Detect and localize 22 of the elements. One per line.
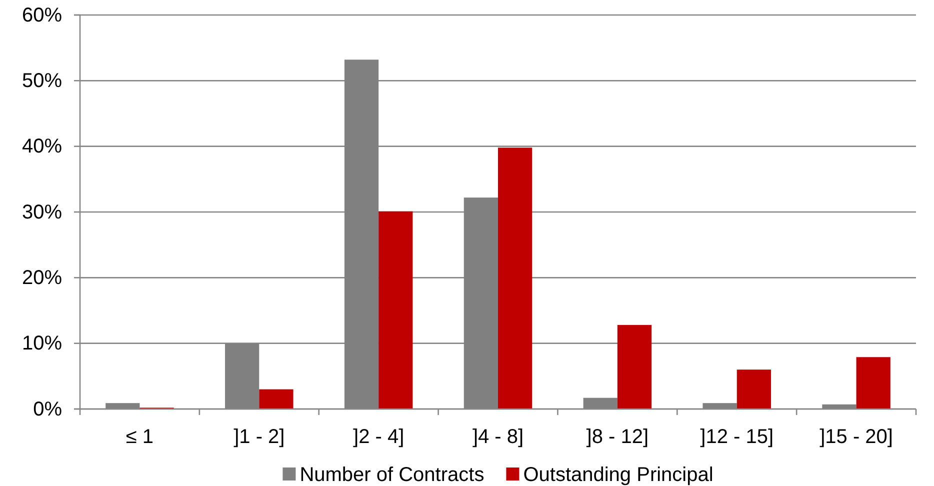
x-tick-label: ]2 - 4] [353, 426, 404, 448]
y-tick-label: 10% [22, 332, 62, 355]
bar [617, 324, 652, 409]
bar [856, 357, 890, 409]
x-tick-label: ]12 - 15] [700, 426, 774, 448]
legend-label: Outstanding Principal [523, 464, 714, 486]
y-tick-label: 30% [22, 201, 62, 224]
bar [736, 370, 771, 409]
y-tick-label: 50% [22, 70, 62, 92]
x-tick-label: ]15 - 20] [820, 426, 893, 448]
y-tick-label: 60% [22, 4, 62, 26]
bar [259, 389, 294, 409]
bar [378, 211, 413, 409]
x-tick-label: ]8 - 12] [586, 426, 649, 448]
y-tick-label: 40% [22, 136, 62, 158]
y-tick-label: 20% [22, 267, 62, 290]
x-tick-label: ]4 - 8] [472, 426, 524, 448]
legend-label: Number of Contracts [300, 464, 484, 486]
bar [498, 148, 532, 409]
x-tick-label: ≤ 1 [126, 426, 154, 448]
y-tick-label: 0% [33, 398, 62, 420]
x-tick-label: ]1 - 2] [234, 426, 285, 448]
